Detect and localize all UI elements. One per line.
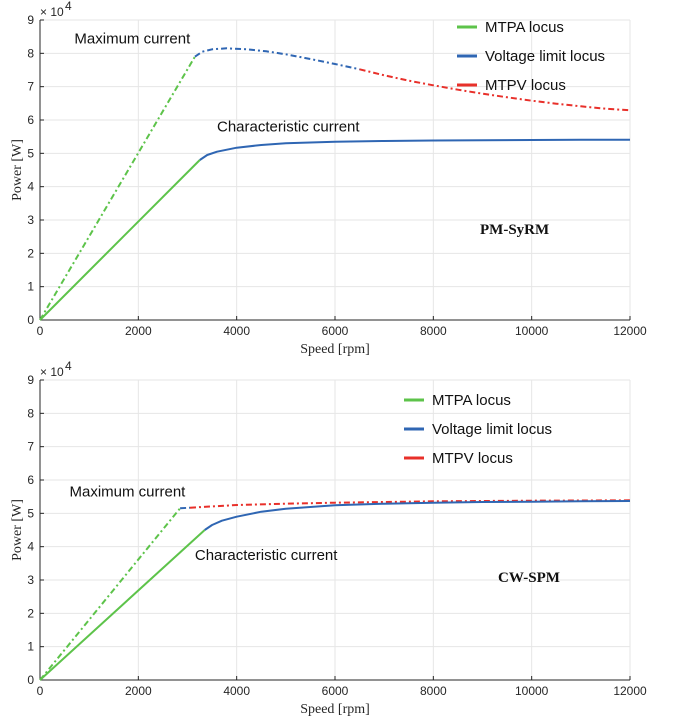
annotation-maximum-current: Maximum current: [70, 484, 187, 501]
y-tick-label: 2: [27, 246, 34, 260]
panel-cw-spm: 0 1 2 3 4 5 6 7 8 9 0 2000 4000 6000 8000 10000 12000 × 1…: [10, 359, 647, 717]
y-tick-label: 8: [27, 46, 34, 60]
annotation-maximum-current: Maximum current: [74, 30, 191, 47]
x-tick-label: 6000: [322, 324, 349, 338]
x-tick-label: 2000: [125, 684, 152, 698]
annotation-characteristic-current: Characteristic current: [217, 119, 360, 136]
y-tick-label: 6: [27, 473, 34, 487]
y-tick-label: 1: [27, 280, 34, 294]
y-tick-label: 9: [27, 373, 34, 387]
y-tick-label: 2: [27, 606, 34, 620]
y-multiplier-exponent: 4: [65, 359, 72, 373]
x-tick-label: 4000: [223, 684, 250, 698]
panel-pm-syrm: 0 1 2 3 4 5 6 7 8 9 0 2000 4000 6000 8000 10000 12000 × 1…: [10, 0, 647, 357]
y-tick-label: 0: [27, 313, 34, 327]
y-tick-label: 4: [27, 540, 34, 554]
annotation-characteristic-current: Characteristic current: [195, 547, 338, 564]
y-axis-label: Power [W]: [10, 499, 25, 561]
legend-label: Voltage limit locus: [432, 421, 552, 438]
machine-label: PM-SyRM: [480, 222, 549, 238]
y-axis-label: Power [W]: [10, 139, 25, 201]
y-multiplier: × 10: [40, 5, 64, 19]
y-tick-label: 8: [27, 406, 34, 420]
x-tick-label: 12000: [613, 684, 647, 698]
x-tick-label: 12000: [613, 324, 647, 338]
x-tick-label: 10000: [515, 324, 549, 338]
series-char-voltage-limit: [199, 138, 631, 161]
y-tick-label: 4: [27, 180, 34, 194]
x-tick-label: 10000: [515, 684, 549, 698]
y-tick-label: 3: [27, 573, 34, 587]
series-max-mtpa: [39, 507, 181, 681]
x-tick-label: 8000: [420, 684, 447, 698]
series-max-voltage-limit: [180, 506, 191, 510]
x-tick-label: 2000: [125, 324, 152, 338]
legend-label: Voltage limit locus: [485, 48, 605, 65]
machine-label: CW-SPM: [498, 570, 560, 586]
y-tick-label: 9: [27, 13, 34, 27]
y-tick-label: 0: [27, 673, 34, 687]
legend-label: MTPA locus: [485, 19, 564, 36]
y-tick-label: 5: [27, 506, 34, 520]
legend-label: MTPA locus: [432, 392, 511, 409]
legend-label: MTPV locus: [485, 77, 566, 94]
series-char-voltage-limit: [204, 500, 631, 531]
x-axis-label: Speed [rpm]: [300, 342, 370, 357]
legend-label: MTPV locus: [432, 450, 513, 467]
y-tick-label: 7: [27, 440, 34, 454]
series-max-mtpv: [359, 68, 631, 112]
y-multiplier-exponent: 4: [65, 0, 72, 13]
y-multiplier: × 10: [40, 365, 64, 379]
x-tick-label: 0: [37, 324, 44, 338]
x-axis-label: Speed [rpm]: [300, 702, 370, 717]
x-tick-label: 0: [37, 684, 44, 698]
y-tick-label: 7: [27, 80, 34, 94]
x-tick-label: 6000: [322, 684, 349, 698]
series-max-mtpa: [39, 56, 196, 321]
y-tick-label: 6: [27, 113, 34, 127]
series-char-mtpa: [39, 529, 206, 681]
x-tick-label: 4000: [223, 324, 250, 338]
series-char-mtpa: [39, 159, 201, 321]
y-tick-label: 1: [27, 640, 34, 654]
series-max-voltage-limit: [194, 47, 360, 71]
x-tick-label: 8000: [420, 324, 447, 338]
y-tick-label: 3: [27, 213, 34, 227]
y-tick-label: 5: [27, 146, 34, 160]
